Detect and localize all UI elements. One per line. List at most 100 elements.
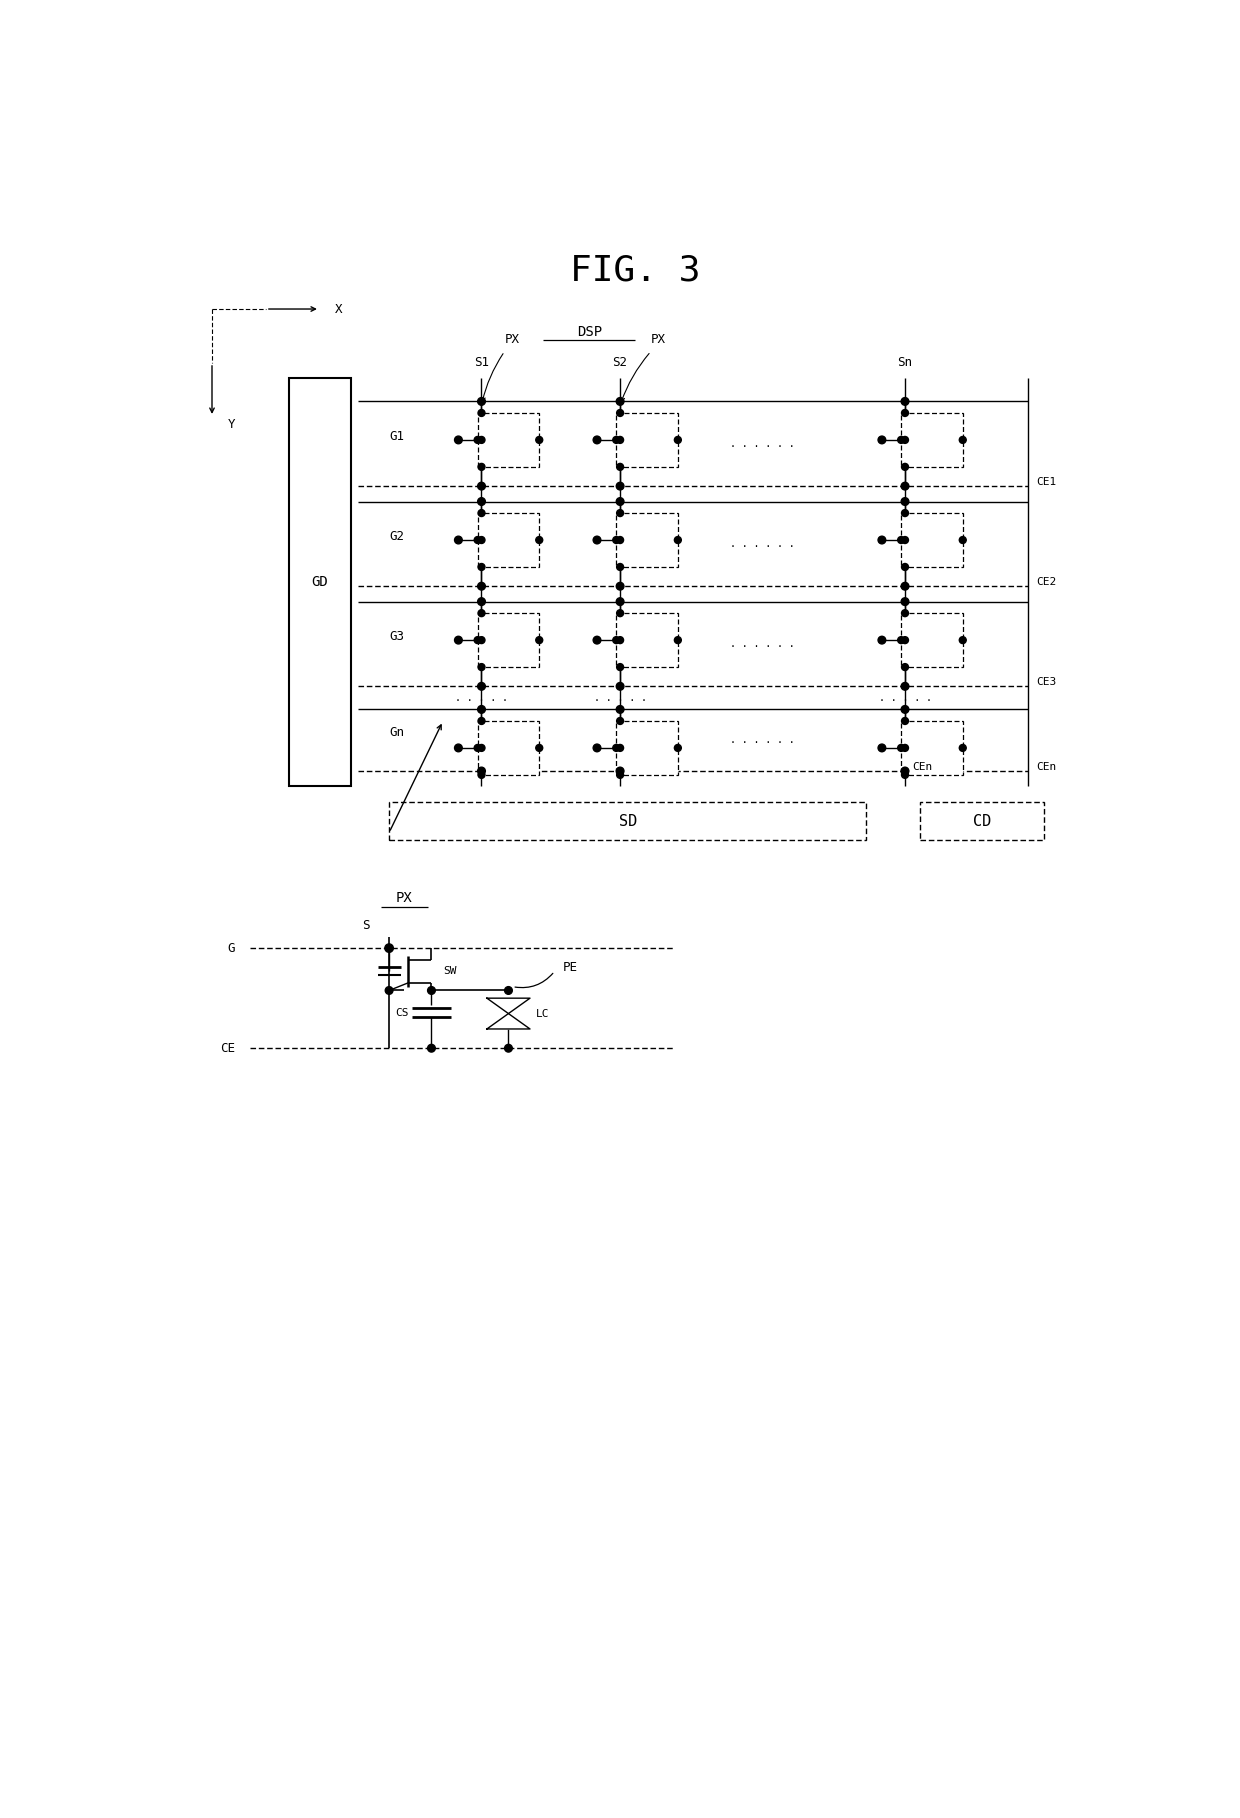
Circle shape — [901, 664, 909, 671]
Text: LC: LC — [536, 1009, 549, 1018]
Text: SD: SD — [619, 814, 637, 829]
Text: . . . . . .: . . . . . . — [730, 438, 795, 449]
Circle shape — [616, 536, 624, 544]
Circle shape — [479, 564, 485, 571]
Circle shape — [386, 987, 393, 994]
Text: S2: S2 — [613, 356, 627, 369]
Circle shape — [675, 636, 681, 644]
Circle shape — [901, 564, 909, 571]
Circle shape — [898, 744, 905, 751]
Circle shape — [901, 482, 909, 491]
Circle shape — [898, 436, 905, 444]
Bar — [289, 378, 351, 787]
Circle shape — [479, 609, 485, 616]
Circle shape — [878, 436, 885, 444]
Circle shape — [616, 705, 624, 713]
Circle shape — [479, 664, 485, 671]
Text: . . . . . .: . . . . . . — [730, 538, 795, 549]
Circle shape — [477, 767, 485, 774]
Circle shape — [616, 718, 624, 724]
Text: CEn: CEn — [913, 762, 932, 773]
Circle shape — [675, 536, 681, 544]
Circle shape — [613, 436, 620, 444]
Text: CE1: CE1 — [1035, 478, 1056, 487]
Circle shape — [613, 744, 620, 751]
Text: SW: SW — [443, 965, 456, 976]
Circle shape — [616, 498, 624, 505]
Circle shape — [616, 464, 624, 471]
Circle shape — [901, 464, 909, 471]
Bar — [477, 413, 539, 467]
Circle shape — [901, 636, 909, 644]
Circle shape — [901, 409, 909, 416]
Bar — [901, 413, 962, 467]
Bar — [477, 513, 539, 567]
Circle shape — [616, 398, 624, 405]
Circle shape — [479, 771, 485, 778]
Circle shape — [428, 1044, 435, 1053]
Text: G1: G1 — [389, 429, 404, 442]
Text: PX: PX — [651, 333, 666, 345]
Circle shape — [477, 482, 485, 491]
Text: S: S — [362, 918, 370, 931]
Circle shape — [960, 536, 966, 544]
Circle shape — [675, 744, 681, 751]
Text: FIG. 3: FIG. 3 — [570, 253, 701, 287]
Circle shape — [901, 682, 909, 691]
Circle shape — [428, 987, 435, 994]
Circle shape — [898, 636, 905, 644]
Bar — [616, 613, 678, 667]
Text: . . . . .: . . . . . — [455, 693, 508, 704]
Circle shape — [616, 598, 624, 605]
Text: G: G — [228, 942, 236, 954]
Circle shape — [616, 509, 624, 516]
Text: . . . . .: . . . . . — [879, 693, 931, 704]
Circle shape — [455, 536, 463, 544]
Polygon shape — [487, 1014, 529, 1029]
Text: CE3: CE3 — [1035, 678, 1056, 687]
Circle shape — [477, 598, 485, 605]
Circle shape — [878, 536, 885, 544]
Text: CEn: CEn — [1035, 762, 1056, 773]
Circle shape — [616, 664, 624, 671]
Circle shape — [474, 536, 481, 544]
Bar — [616, 513, 678, 567]
Circle shape — [616, 436, 624, 444]
Bar — [901, 613, 962, 667]
Circle shape — [477, 582, 485, 591]
Text: Y: Y — [227, 418, 234, 431]
Circle shape — [474, 636, 481, 644]
Text: DSP: DSP — [577, 325, 601, 340]
Circle shape — [479, 409, 485, 416]
Circle shape — [536, 536, 543, 544]
Circle shape — [901, 509, 909, 516]
Circle shape — [505, 987, 512, 994]
Circle shape — [616, 564, 624, 571]
Bar — [477, 722, 539, 774]
Bar — [477, 613, 539, 667]
Circle shape — [901, 598, 909, 605]
Circle shape — [505, 1044, 512, 1053]
Bar — [389, 802, 867, 840]
Polygon shape — [487, 998, 529, 1014]
Circle shape — [477, 682, 485, 691]
Text: . . . . .: . . . . . — [594, 693, 646, 704]
Bar — [901, 513, 962, 567]
Circle shape — [878, 744, 885, 753]
Bar — [616, 413, 678, 467]
Circle shape — [479, 536, 485, 544]
Circle shape — [593, 636, 601, 644]
Text: CD: CD — [973, 814, 991, 829]
Circle shape — [477, 498, 485, 505]
Text: PE: PE — [563, 962, 578, 974]
Circle shape — [901, 705, 909, 713]
Circle shape — [901, 536, 909, 544]
Text: X: X — [335, 302, 342, 316]
Circle shape — [901, 609, 909, 616]
Circle shape — [901, 771, 909, 778]
Circle shape — [474, 744, 481, 751]
Circle shape — [474, 436, 481, 444]
Circle shape — [536, 436, 543, 444]
Circle shape — [479, 464, 485, 471]
Circle shape — [960, 436, 966, 444]
